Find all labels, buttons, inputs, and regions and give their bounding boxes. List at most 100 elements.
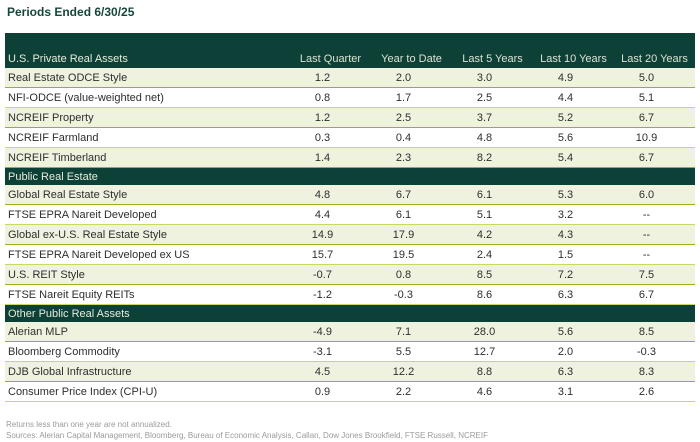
cell-value: -0.7 (313, 268, 332, 281)
table-header-block: U.S. Private Real Assets Last Quarter Year… (5, 33, 695, 68)
cell-value: 0.8 (395, 268, 412, 281)
cell-value: 2.6 (638, 385, 655, 398)
cell-value: 1.2 (314, 71, 331, 84)
cell-value: 10.9 (635, 131, 658, 144)
cell-value: -- (642, 208, 651, 221)
cell-value: 5.6 (557, 131, 574, 144)
cell-value: 6.7 (638, 288, 655, 301)
cell-value: 7.2 (557, 268, 574, 281)
cell-value: 8.3 (638, 365, 655, 378)
cell-value: 1.5 (557, 248, 574, 261)
row-label: Global Real Estate Style (8, 188, 128, 201)
cell-value: 7.1 (395, 325, 412, 338)
cell-value: 0.9 (314, 385, 331, 398)
column-header-year-to-date: Year to Date (381, 53, 442, 65)
cell-value: 1.2 (314, 111, 331, 124)
cell-value: 5.6 (557, 325, 574, 338)
cell-value: 6.3 (557, 365, 574, 378)
performance-table: U.S. Private Real Assets Last Quarter Year… (5, 33, 695, 402)
cell-value: 28.0 (473, 325, 496, 338)
cell-value: 6.1 (395, 208, 412, 221)
cell-value: 0.3 (314, 131, 331, 144)
table-row-alerian-mlp: Alerian MLP -4.9 7.1 28.0 5.6 8.5 (5, 322, 695, 342)
cell-value: 3.2 (557, 208, 574, 221)
table-row-ncreif-timberland: NCREIF Timberland 1.4 2.3 8.2 5.4 6.7 (5, 148, 695, 168)
cell-value: 5.5 (395, 345, 412, 358)
table-row-ncreif-farmland: NCREIF Farmland 0.3 0.4 4.8 5.6 10.9 (5, 128, 695, 148)
cell-value: 17.9 (392, 228, 415, 241)
cell-value: 2.5 (476, 91, 493, 104)
cell-value: 2.2 (395, 385, 412, 398)
section-header-other-public-real-assets: Other Public Real Assets (5, 305, 695, 322)
table-row-global-ex-u-s-real-estate-style: Global ex-U.S. Real Estate Style 14.9 17.9… (5, 225, 695, 245)
row-label: NFI-ODCE (value-weighted net) (8, 91, 164, 104)
cell-value: -3.1 (313, 345, 332, 358)
cell-value: 2.5 (395, 111, 412, 124)
row-label: Global ex-U.S. Real Estate Style (8, 228, 167, 241)
row-label: NCREIF Property (8, 111, 94, 124)
cell-value: 2.4 (476, 248, 493, 261)
row-label: DJB Global Infrastructure (8, 365, 132, 378)
cell-value: 6.3 (557, 288, 574, 301)
table-row-u-s-reit-style: U.S. REIT Style -0.7 0.8 8.5 7.2 7.5 (5, 265, 695, 285)
cell-value: 4.6 (476, 385, 493, 398)
row-label: FTSE Nareit Equity REITs (8, 288, 135, 301)
cell-value: 6.7 (395, 188, 412, 201)
cell-value: 3.1 (557, 385, 574, 398)
cell-value: 8.2 (476, 151, 493, 164)
page-title: Periods Ended 6/30/25 (7, 5, 135, 19)
table-row-nfi-odce-value-weighted-net: NFI-ODCE (value-weighted net) 0.8 1.7 2.5 4.… (5, 88, 695, 108)
cell-value: 4.3 (557, 228, 574, 241)
cell-value: 2.0 (395, 71, 412, 84)
row-label: Real Estate ODCE Style (8, 71, 128, 84)
cell-value: 6.0 (638, 188, 655, 201)
row-label: U.S. REIT Style (8, 268, 85, 281)
cell-value: 4.4 (557, 91, 574, 104)
cell-value: -0.3 (394, 288, 413, 301)
cell-value: 5.1 (476, 208, 493, 221)
cell-value: 4.8 (476, 131, 493, 144)
cell-value: 12.7 (473, 345, 496, 358)
cell-value: 5.0 (638, 71, 655, 84)
cell-value: 14.9 (311, 228, 334, 241)
cell-value: 7.5 (638, 268, 655, 281)
cell-value: 0.8 (314, 91, 331, 104)
cell-value: 1.4 (314, 151, 331, 164)
row-label: NCREIF Farmland (8, 131, 99, 144)
table-row-ftse-epra-nareit-developed-ex-us: FTSE EPRA Nareit Developed ex US 15.7 19.5… (5, 245, 695, 265)
cell-value: 2.3 (395, 151, 412, 164)
cell-value: 5.3 (557, 188, 574, 201)
cell-value: 3.7 (476, 111, 493, 124)
cell-value: 3.0 (476, 71, 493, 84)
column-header-last-quarter: Last Quarter (299, 53, 362, 65)
table-row-real-estate-odce-style: Real Estate ODCE Style 1.2 2.0 3.0 4.9 5.0 (5, 68, 695, 88)
cell-value: -0.3 (637, 345, 656, 358)
table-row-bloomberg-commodity: Bloomberg Commodity -3.1 5.5 12.7 2.0 -0.3 (5, 342, 695, 362)
section-header-public-real-estate: Public Real Estate (5, 168, 695, 185)
cell-value: -- (642, 228, 651, 241)
cell-value: -4.9 (313, 325, 332, 338)
cell-value: 6.7 (638, 111, 655, 124)
column-header-last-20-years: Last 20 Years (621, 53, 688, 65)
table-row-ncreif-property: NCREIF Property 1.2 2.5 3.7 5.2 6.7 (5, 108, 695, 128)
cell-value: 6.1 (476, 188, 493, 201)
footnote-annualized: Returns less than one year are not annua… (6, 420, 172, 429)
cell-value: 4.8 (314, 188, 331, 201)
row-label: Consumer Price Index (CPI-U) (8, 385, 158, 398)
cell-value: 8.6 (476, 288, 493, 301)
column-header-last-10-years: Last 10 Years (540, 53, 607, 65)
table-row-ftse-nareit-equity-reits: FTSE Nareit Equity REITs -1.2 -0.3 8.6 6.3 6.… (5, 285, 695, 305)
cell-value: 4.5 (314, 365, 331, 378)
table-row-consumer-price-index-cpi-u: Consumer Price Index (CPI-U) 0.9 2.2 4.6 3.1… (5, 382, 695, 402)
cell-value: 4.2 (476, 228, 493, 241)
row-label: Alerian MLP (8, 325, 68, 338)
cell-value: 1.7 (395, 91, 412, 104)
cell-value: 6.7 (638, 151, 655, 164)
table-row-global-real-estate-style: Global Real Estate Style 4.8 6.7 6.1 5.3 6.0 (5, 185, 695, 205)
table-row-ftse-epra-nareit-developed: FTSE EPRA Nareit Developed 4.4 6.1 5.1 3.2 -- (5, 205, 695, 225)
column-header-last-5-years: Last 5 Years (462, 53, 523, 65)
cell-value: 8.8 (476, 365, 493, 378)
cell-value: 19.5 (392, 248, 415, 261)
cell-value: 0.4 (395, 131, 412, 144)
footnotes: Returns less than one year are not annua… (6, 419, 488, 441)
